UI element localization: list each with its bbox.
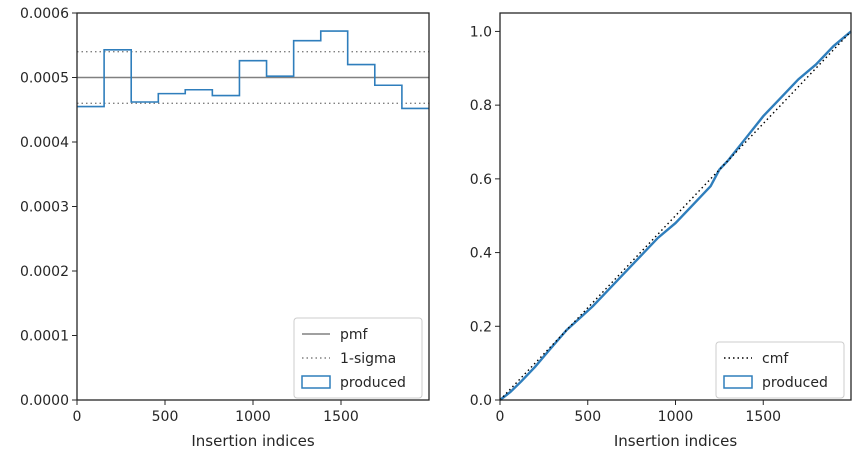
legend-label-pmf: pmf [340,327,369,343]
x-tick-label: 1500 [323,409,359,425]
legend-swatch-produced [723,375,753,389]
legend-label-cmf: cmf [762,351,789,367]
legend-label-produced: produced [340,375,406,391]
produced-curve [499,30,852,401]
legend-box [293,317,423,399]
left-histogram-chart: 0 500 1000 1500 0.0000 0.0001 0.0002 0.0003 0.00… [20,6,430,450]
x-tick-label: 500 [574,409,601,425]
x-tick-label: 1500 [745,409,781,425]
y-tick-label: 0.2 [470,319,492,335]
legend-label-produced: produced [762,375,828,391]
x-tick-label: 0 [73,409,82,425]
produced-histogram [77,30,429,110]
x-tick-label: 0 [496,409,505,425]
cmf-line [499,30,852,401]
y-tick-label: 0.0004 [20,135,69,151]
x-axis-label: Insertion indices [614,432,737,450]
y-tick-label: 0.0000 [20,393,69,409]
y-tick-label: 1.0 [470,24,492,40]
y-tick-label: 0.0006 [20,6,69,22]
y-tick-label: 0.8 [470,98,492,114]
y-tick-label: 0.6 [470,172,492,188]
plot-frame [499,12,852,401]
x-tick-label: 500 [152,409,179,425]
legend-swatch-produced [301,375,331,389]
legend-box [715,341,845,399]
legend-label-1-sigma: 1-sigma [340,351,396,367]
y-tick-label: 0.0005 [20,71,69,87]
x-tick-label: 1000 [235,409,271,425]
y-tick-label: 0.0001 [20,329,69,345]
y-tick-label: 0.0003 [20,200,69,216]
y-tick-label: 0.0 [470,393,492,409]
y-tick-label: 0.4 [470,246,492,262]
y-tick-label: 0.0002 [20,264,69,280]
x-axis-label: Insertion indices [191,432,314,450]
plot-frame [76,12,430,401]
right-cumulative-chart: 0 500 1000 1500 0.0 0.2 0.4 0.6 0.8 1.0 Insertion … [470,12,852,450]
x-tick-label: 1000 [658,409,694,425]
